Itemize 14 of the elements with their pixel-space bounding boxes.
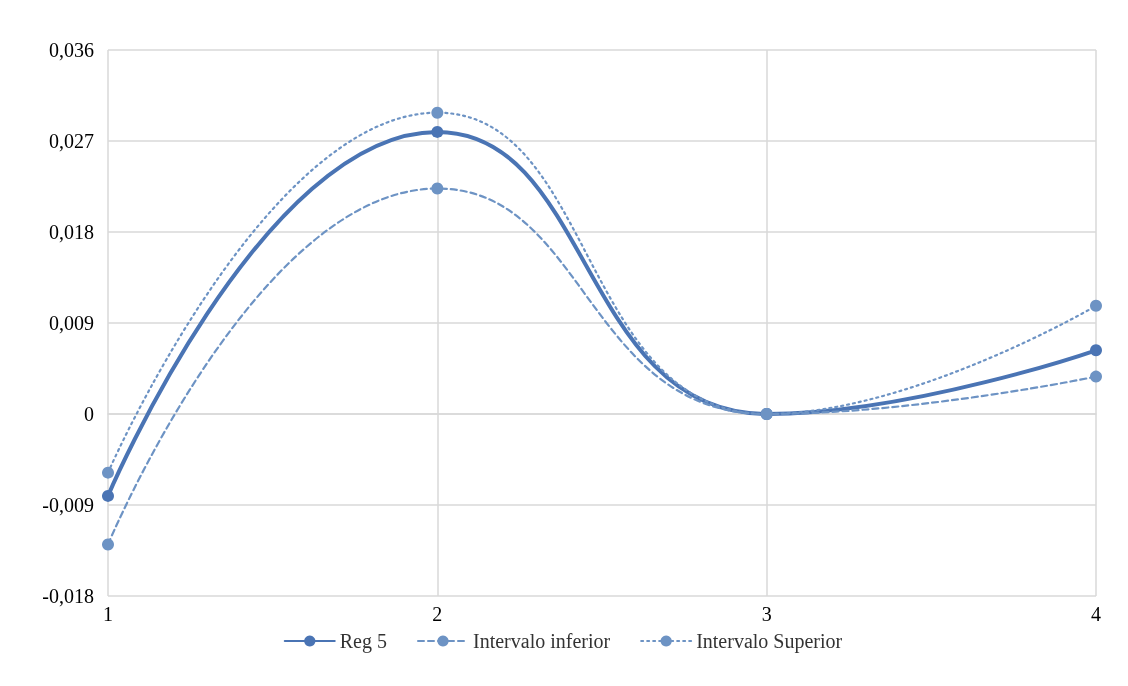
- x-tick-label: 4: [1091, 603, 1101, 625]
- legend-label: Intervalo inferior: [473, 630, 611, 652]
- y-tick-label: 0,036: [49, 39, 94, 61]
- y-tick-label: 0,027: [49, 130, 94, 152]
- y-tick-label: 0,009: [49, 312, 94, 334]
- y-tick-label: 0,018: [49, 221, 94, 243]
- x-tick-label: 2: [432, 603, 443, 625]
- y-tick-label: -0,018: [42, 585, 94, 607]
- y-tick-label: 0: [84, 403, 94, 425]
- legend-label: Reg 5: [339, 630, 387, 653]
- legend-label: Intervalo Superior: [696, 630, 843, 653]
- x-tick-label: 3: [761, 603, 772, 625]
- x-tick-label: 1: [103, 603, 113, 625]
- y-tick-label: -0,009: [42, 494, 94, 516]
